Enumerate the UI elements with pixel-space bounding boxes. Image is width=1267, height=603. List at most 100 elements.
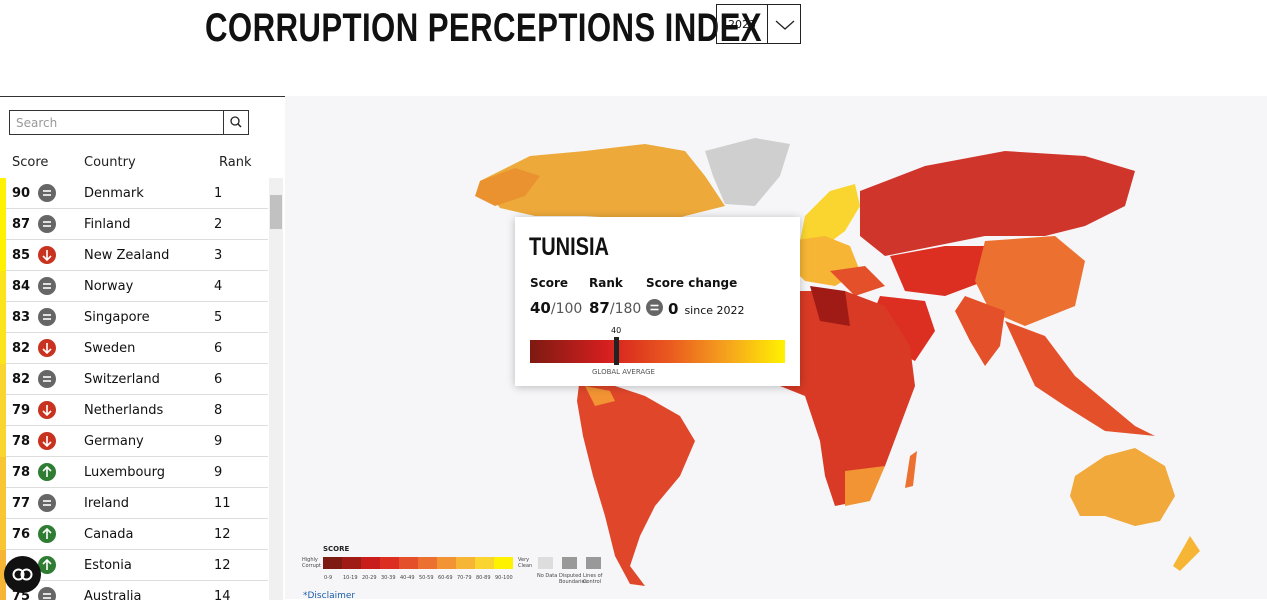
trend-icon	[38, 246, 56, 264]
score-stripe	[0, 240, 6, 271]
row-rank: 4	[214, 279, 223, 294]
popup-country: TUNISIA	[529, 233, 609, 261]
trend-circle	[38, 277, 56, 295]
page-title: CORRUPTION PERCEPTIONS INDEX	[205, 6, 762, 50]
year-select[interactable]: 2023	[716, 4, 801, 44]
ranking-row[interactable]: 76 Canada 12	[0, 519, 268, 550]
since-label: since 2022	[684, 304, 745, 317]
row-country: Canada	[84, 527, 134, 542]
score-marker	[614, 337, 619, 365]
score-scale	[530, 340, 785, 363]
legend-swatch	[342, 557, 361, 569]
trend-circle	[38, 308, 56, 326]
trend-glyph	[42, 465, 52, 477]
legend-bin-label: 20-29	[362, 575, 377, 581]
ranking-panel: Search Score Country Rank 90 Denmark 1 87 Fi…	[0, 96, 285, 600]
row-score: 82	[12, 372, 31, 387]
average-label: GLOBAL AVERAGE	[592, 368, 655, 376]
score-stripe	[0, 581, 6, 600]
trend-circle	[38, 184, 56, 202]
ranking-row[interactable]: 78 Luxembourg 9	[0, 457, 268, 488]
trend-circle	[38, 370, 56, 388]
trend-icon	[38, 556, 56, 574]
legend-swatch	[361, 557, 380, 569]
row-rank: 3	[214, 248, 223, 263]
row-rank: 2	[214, 217, 223, 232]
score-stripe	[0, 364, 6, 395]
legend-bin-label: 50-59	[419, 575, 434, 581]
row-country: Norway	[84, 279, 134, 294]
ranking-row[interactable]: 83 Singapore 5	[0, 302, 268, 333]
row-score: 78	[12, 434, 31, 449]
row-score: 79	[12, 403, 31, 418]
row-rank: 11	[214, 496, 231, 511]
row-score: 82	[12, 341, 31, 356]
change-icon	[646, 299, 663, 316]
ranking-row[interactable]: 75 Australia 14	[0, 581, 268, 600]
search-button[interactable]	[223, 111, 248, 134]
ranking-row[interactable]: 77 Ireland 11	[0, 488, 268, 519]
row-score: 83	[12, 310, 31, 325]
legend-swatch	[562, 557, 577, 569]
ranking-row[interactable]: 82 Switzerland 6	[0, 364, 268, 395]
ranking-row[interactable]: 78 Germany 9	[0, 426, 268, 457]
trend-icon	[38, 308, 56, 326]
row-country: Ireland	[84, 496, 129, 511]
column-header[interactable]: Country	[84, 155, 136, 170]
search-box[interactable]: Search	[9, 110, 249, 135]
row-rank: 6	[214, 372, 223, 387]
map-legend	[323, 557, 601, 569]
world-map[interactable]: SCORE Highly Corrupt Very Clean No Data …	[285, 96, 1267, 599]
scroll-thumb[interactable]	[270, 195, 282, 229]
row-country: Switzerland	[84, 372, 160, 387]
scrollbar[interactable]	[269, 178, 283, 600]
ranking-row[interactable]: 87 Finland 2	[0, 209, 268, 240]
row-country: Australia	[84, 589, 142, 600]
score-stripe	[0, 178, 6, 209]
trend-glyph	[42, 405, 52, 417]
trend-glyph	[42, 527, 52, 539]
score-out-of: /100	[550, 301, 583, 317]
row-score: 84	[12, 279, 31, 294]
row-rank: 14	[214, 589, 231, 600]
trend-glyph	[42, 343, 52, 355]
score-label: Score	[530, 276, 569, 290]
rank-label: Rank	[589, 276, 623, 290]
legend-bin-label: 60-69	[438, 575, 453, 581]
ranking-row[interactable]: 82 Sweden 6	[0, 333, 268, 364]
country-popup: TUNISIA Score Rank Score change 40/100 8…	[515, 217, 800, 386]
legend-bin-label: 30-39	[381, 575, 396, 581]
row-rank: 9	[214, 465, 223, 480]
trend-glyph	[42, 558, 52, 570]
column-header[interactable]: Score	[12, 155, 49, 170]
legend-low: Highly Corrupt	[302, 557, 321, 569]
popup-score: 40	[530, 299, 551, 317]
legend-swatch	[418, 557, 437, 569]
legend-swatch	[437, 557, 456, 569]
disclaimer-link[interactable]: *Disclaimer	[303, 591, 356, 601]
score-stripe	[0, 550, 6, 581]
ranking-row[interactable]: 79 Netherlands 8	[0, 395, 268, 426]
trend-icon	[38, 215, 56, 233]
row-score: 76	[12, 527, 31, 542]
map-shapes	[323, 138, 1200, 586]
popup-rank: 87	[589, 299, 610, 317]
legend-swatch	[456, 557, 475, 569]
trend-icon	[38, 587, 56, 600]
trend-glyph	[42, 436, 52, 448]
row-rank: 12	[214, 558, 231, 573]
ranking-row[interactable]: 85 New Zealand 3	[0, 240, 268, 271]
legend-swatch	[323, 557, 342, 569]
ranking-row[interactable]: 84 Norway 4	[0, 271, 268, 302]
trend-icon	[38, 494, 56, 512]
ranking-list: 90 Denmark 1 87 Finland 2 85 New Zealand 3 84 Norw…	[0, 178, 268, 600]
legend-bin-label: 90-100	[495, 575, 513, 581]
chat-button[interactable]	[4, 556, 41, 593]
column-header[interactable]: Rank	[219, 155, 252, 170]
trend-icon	[38, 184, 56, 202]
trend-icon	[38, 401, 56, 419]
legend-bin-label: 0-9	[324, 575, 333, 581]
trend-icon	[38, 370, 56, 388]
legend-high: Very Clean	[518, 557, 533, 569]
ranking-row[interactable]: 90 Denmark 1	[0, 178, 268, 209]
